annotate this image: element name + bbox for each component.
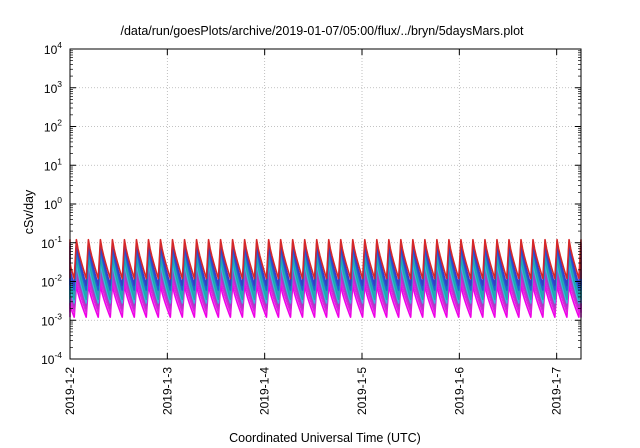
series-line: [69, 250, 582, 296]
series-group: [69, 238, 582, 318]
y-axis: 10-4 10-3 10-2 10-1 100 101 102 103 104: [41, 40, 581, 367]
x-tick-label: 2019-1-3: [160, 367, 174, 415]
x-tick-label: 2019-1-5: [355, 367, 369, 415]
y-tick-label: 100: [44, 195, 62, 212]
series-line: [69, 277, 582, 314]
y-tick-label: 104: [44, 40, 62, 57]
series-line: [69, 284, 582, 318]
y-tick-label: 102: [44, 118, 62, 135]
series-line: [69, 261, 582, 304]
y-tick-label: 10-1: [41, 234, 62, 251]
y-tick-label: 10-2: [41, 273, 62, 290]
x-axis-label: Coordinated Universal Time (UTC): [229, 431, 421, 445]
y-tick-label: 10-3: [41, 311, 62, 328]
x-axis: 2019-1-2 2019-1-3 2019-1-4 2019-1-5 2019-1-6…: [63, 49, 564, 415]
series-line: [69, 265, 582, 307]
x-tick-label: 2019-1-6: [452, 367, 466, 415]
y-axis-label: cSv/day: [22, 189, 36, 234]
y-tick-label: 101: [44, 156, 62, 173]
y-tick-label: 103: [44, 79, 62, 96]
series-line: [69, 245, 582, 291]
series-line: [69, 255, 582, 300]
x-tick-label: 2019-1-7: [550, 367, 564, 415]
x-tick-label: 2019-1-2: [63, 367, 77, 415]
chart-title: /data/run/goesPlots/archive/2019-01-07/0…: [120, 24, 524, 38]
y-tick-label: 10-4: [41, 350, 62, 367]
series-line: [69, 270, 582, 310]
x-tick-label: 2019-1-4: [258, 367, 272, 415]
series-line: [69, 238, 582, 280]
series-line: [69, 241, 582, 287]
